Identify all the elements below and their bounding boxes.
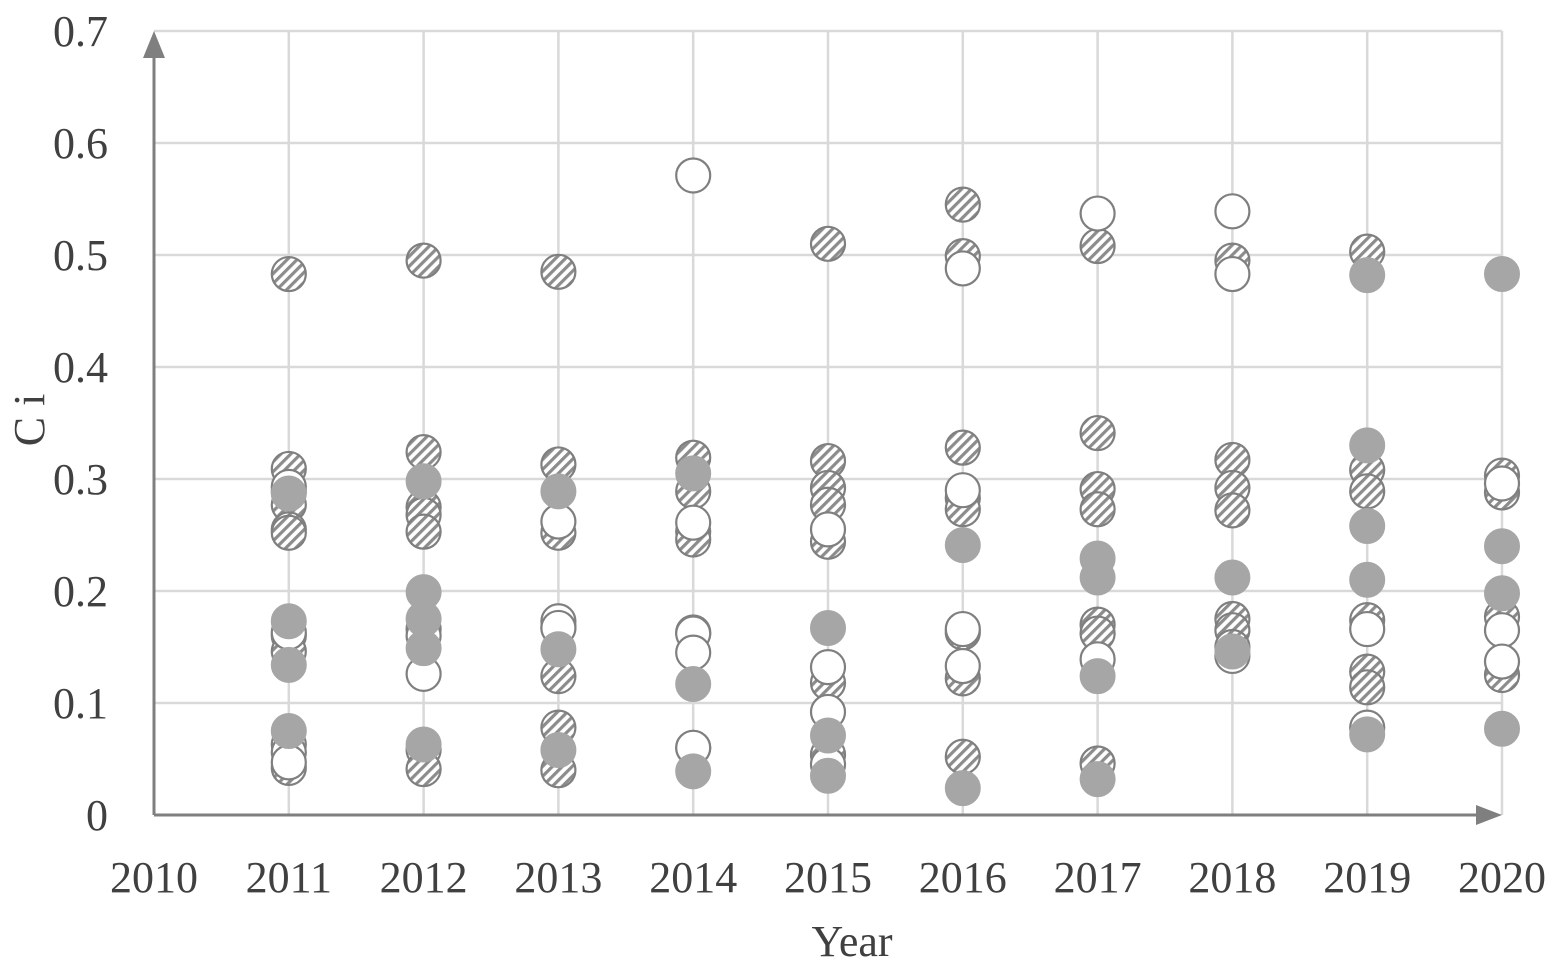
- hollow-point: [944, 472, 981, 509]
- x-tick-label: 2013: [514, 853, 602, 902]
- data-points: [270, 157, 1521, 807]
- hatched-point: [540, 253, 577, 290]
- filled-point: [1349, 427, 1386, 464]
- hollow-point: [1483, 465, 1521, 502]
- filled-point: [270, 603, 307, 640]
- axes: [143, 31, 1502, 825]
- filled-point: [540, 473, 577, 510]
- filled-point: [944, 527, 981, 564]
- x-tick-label: 2017: [1054, 853, 1142, 902]
- x-tick-label: 2014: [649, 853, 737, 902]
- hollow-point: [1214, 193, 1251, 230]
- y-tick-label: 0: [86, 791, 108, 840]
- hollow-point: [675, 157, 712, 194]
- filled-point: [1349, 257, 1386, 294]
- filled-point: [1484, 575, 1520, 612]
- filled-point: [270, 475, 307, 512]
- filled-point: [270, 646, 307, 683]
- filled-point: [1484, 256, 1520, 293]
- hatched-point: [944, 429, 981, 466]
- hollow-point: [944, 610, 981, 648]
- filled-point: [1079, 658, 1116, 695]
- filled-point: [405, 726, 442, 763]
- x-axis-arrow-icon: [1476, 805, 1502, 825]
- hollow-point: [809, 649, 847, 686]
- x-tick-label: 2016: [919, 853, 1007, 902]
- x-tick-label: 2015: [784, 853, 872, 902]
- y-tick-label: 0.1: [53, 679, 108, 728]
- x-tick-label: 2010: [110, 853, 198, 902]
- hatched-point: [1349, 473, 1386, 510]
- filled-point: [675, 753, 712, 790]
- hatched-point: [944, 186, 981, 223]
- filled-point: [810, 717, 846, 754]
- x-tick-label: 2020: [1458, 853, 1546, 902]
- filled-point: [1214, 559, 1251, 596]
- hatched-point: [1214, 492, 1251, 529]
- filled-point: [1349, 716, 1386, 753]
- filled-point: [675, 665, 712, 702]
- hollow-point: [1483, 643, 1521, 680]
- filled-point: [1484, 710, 1520, 747]
- hollow-point: [675, 504, 712, 541]
- hollow-point: [1079, 195, 1116, 232]
- hatched-point: [405, 242, 442, 279]
- x-tick-label: 2011: [246, 853, 332, 902]
- tick-labels: 0 0.1 0.2 0.3 0.4 0.5 0.6 0.7 2010 2011 2012 2013 20…: [53, 7, 1546, 902]
- filled-point: [810, 757, 846, 794]
- hollow-point: [540, 503, 577, 540]
- filled-point: [1214, 633, 1251, 670]
- hollow-point: [809, 511, 847, 548]
- hatched-point: [270, 514, 307, 551]
- hollow-point: [944, 250, 981, 287]
- hatched-point: [1079, 414, 1116, 452]
- hatched-point: [1349, 669, 1386, 706]
- hatched-point: [809, 225, 847, 262]
- hatched-point: [1079, 227, 1116, 265]
- filled-point: [1484, 528, 1520, 565]
- x-axis-label: Year: [811, 917, 892, 965]
- y-tick-label: 0.2: [53, 567, 108, 616]
- filled-point: [540, 631, 577, 668]
- hatched-point: [944, 738, 981, 775]
- hatched-point: [270, 255, 307, 293]
- hollow-point: [1349, 610, 1386, 648]
- filled-point: [270, 713, 307, 749]
- filled-point: [810, 609, 846, 646]
- filled-point: [1079, 761, 1116, 798]
- filled-point: [405, 463, 442, 500]
- x-tick-label: 2019: [1323, 853, 1411, 902]
- x-tick-label: 2012: [380, 853, 468, 902]
- hollow-point: [944, 647, 981, 685]
- x-tick-label: 2018: [1188, 853, 1276, 902]
- y-tick-label: 0.5: [53, 231, 108, 280]
- filled-point: [540, 732, 577, 769]
- y-tick-label: 0.3: [53, 455, 108, 504]
- hatched-point: [1079, 491, 1116, 528]
- y-tick-label: 0.6: [53, 119, 108, 168]
- y-axis-arrow-icon: [143, 31, 165, 58]
- y-tick-label: 0.7: [53, 7, 108, 56]
- y-axis-label: C i: [5, 394, 54, 447]
- hollow-point: [1214, 255, 1251, 293]
- filled-point: [944, 770, 981, 807]
- hatched-point: [405, 513, 442, 550]
- hollow-point: [675, 634, 712, 671]
- filled-point: [405, 630, 442, 667]
- filled-point: [1349, 561, 1386, 598]
- filled-point: [1349, 508, 1386, 545]
- y-tick-label: 0.4: [53, 343, 108, 392]
- hollow-point: [270, 744, 307, 781]
- hollow-point: [1483, 612, 1521, 649]
- filled-point: [675, 455, 712, 492]
- filled-point: [1079, 559, 1116, 596]
